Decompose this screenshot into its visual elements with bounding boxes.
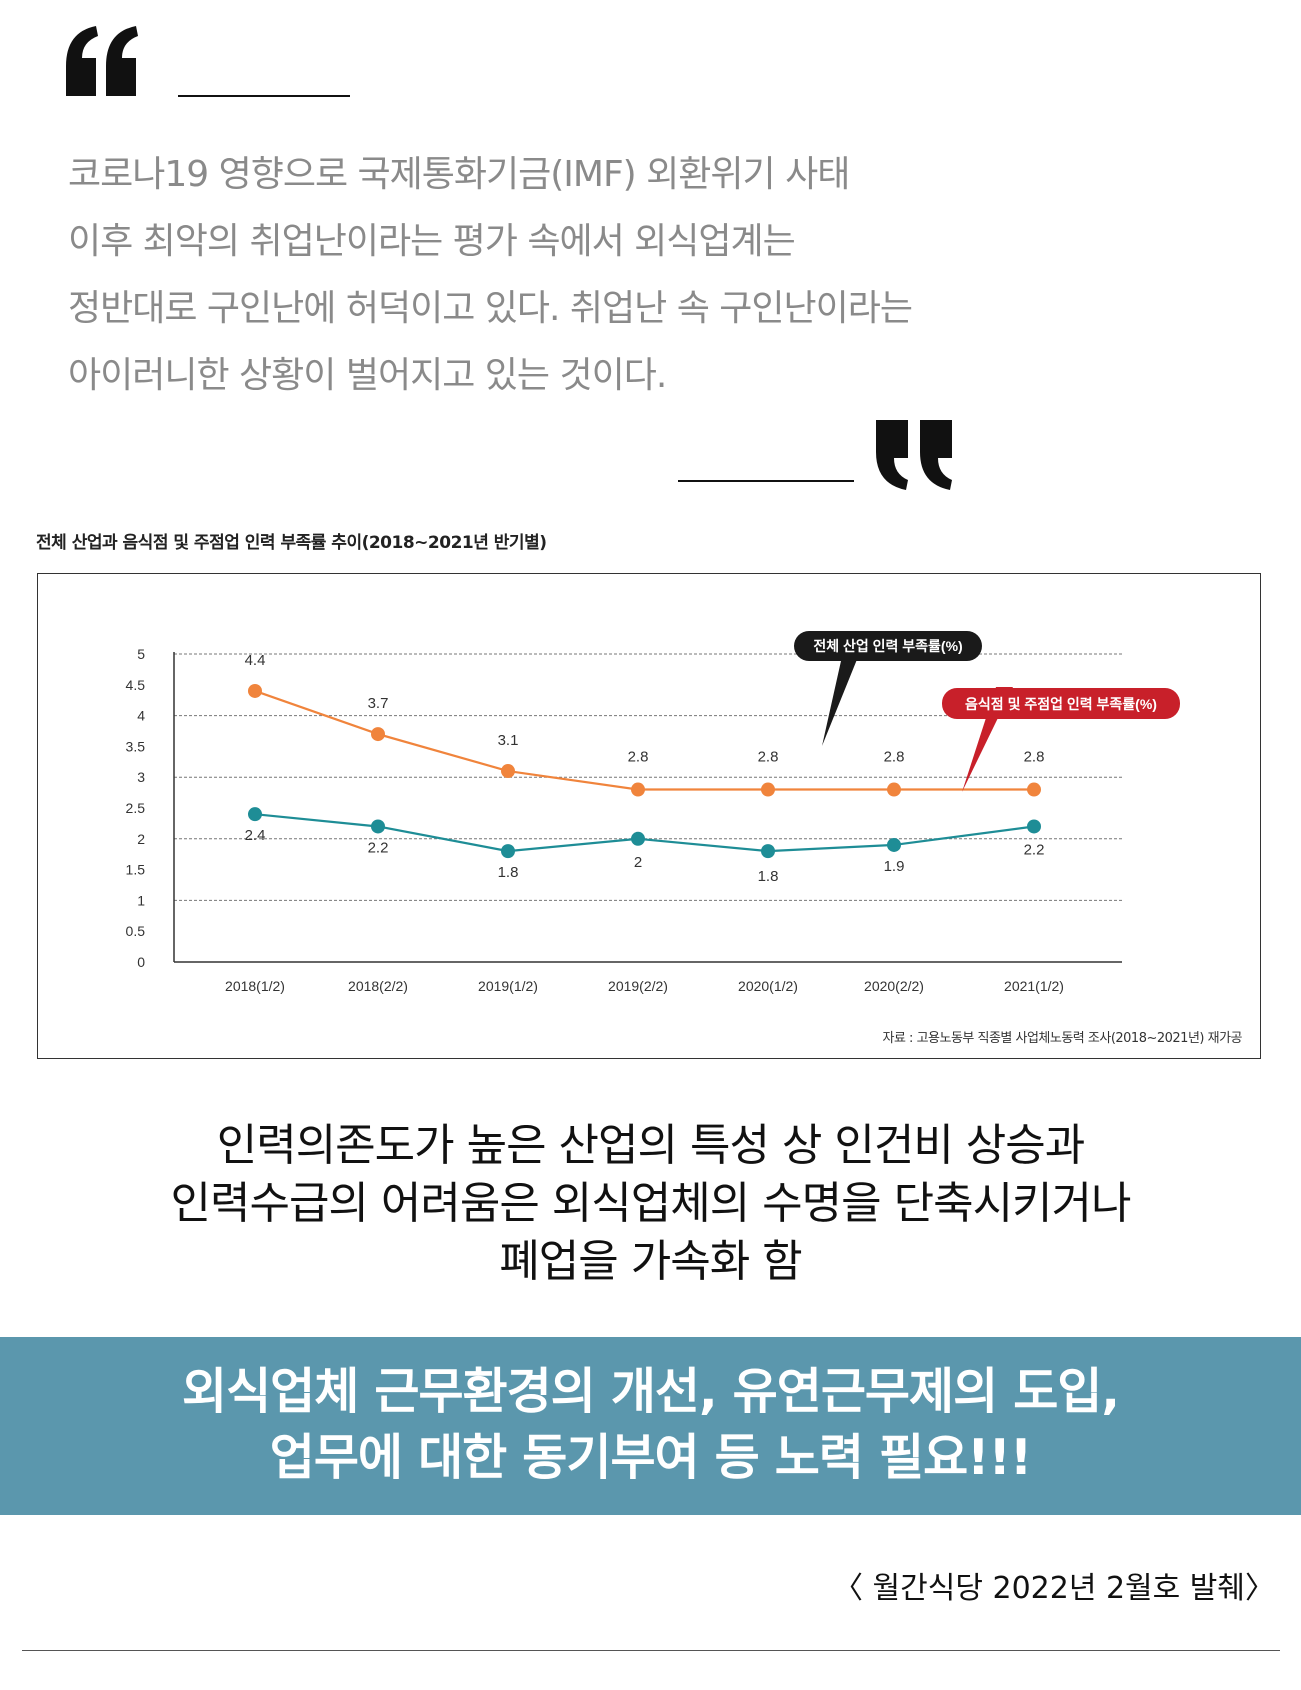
y-tick-label: 3.5 [126,738,146,754]
data-label: 3.7 [368,695,389,712]
y-tick-label: 2.5 [126,800,146,816]
y-tick-label: 1.5 [126,862,146,878]
callout-bubble [942,688,1180,719]
callout-label: 음식점 및 주점업 인력 부족률(%) [965,696,1157,712]
data-point [887,837,901,852]
pull-quote: 코로나19 영향으로 국제통화기금(IMF) 외환위기 사태 이후 최악의 취업… [68,156,1028,424]
x-tick-label: 2020(1/2) [738,978,798,994]
data-point [501,844,515,859]
data-label: 1.9 [884,858,905,875]
quote-line-1: 코로나19 영향으로 국제통화기금(IMF) 외환위기 사태 [68,154,850,195]
quote-line-4: 아이러니한 상황이 벌어지고 있는 것이다. [68,355,667,396]
data-point [631,782,645,797]
data-label: 2.8 [758,749,779,766]
source-note: 〈 월간식당 2022년 2월호 발췌〉 [833,1571,1275,1606]
x-tick-label: 2018(1/2) [225,978,285,994]
x-tick-label: 2019(2/2) [608,978,668,994]
data-point [1027,819,1041,834]
callout-pointer [822,652,860,746]
data-label: 2.8 [1024,749,1045,766]
banner-line-1: 외식업체 근무환경의 개선, 유연근무제의 도입, [182,1363,1120,1420]
y-tick-label: 2 [137,831,145,847]
quote-line-3: 정반대로 구인난에 허덕이고 있다. 취업난 속 구인난이라는 [68,288,913,329]
y-tick-label: 1 [137,892,145,908]
data-point [761,844,775,859]
data-label: 2.4 [245,827,266,844]
x-tick-label: 2021(1/2) [1004,978,1064,994]
summary-text: 인력의존도가 높은 산업의 특성 상 인건비 상승과 인력수급의 어려움은 외식… [0,1117,1301,1291]
y-tick-label: 4 [137,708,145,724]
chart-source: 자료 : 고용노동부 직종별 사업체노동력 조사(2018~2021년) 재가공 [882,1031,1243,1046]
data-label: 1.8 [758,868,779,885]
y-tick-label: 4.5 [126,677,146,693]
summary-line-1: 인력의존도가 높은 산업의 특성 상 인건비 상승과 [216,1120,1086,1171]
x-tick-label: 2020(2/2) [864,978,924,994]
highlight-banner: 외식업체 근무환경의 개선, 유연근무제의 도입, 업무에 대한 동기부여 등 … [0,1337,1301,1515]
y-tick-label: 0.5 [126,923,146,939]
line-chart: 0 0.5 1 1.5 2 2.5 3 3.5 4 4.5 5 2018(1/2) 2018(2/2) 2… [126,631,1180,994]
data-label: 2.8 [628,749,649,766]
opening-quote-icon [66,26,138,96]
data-label: 2.2 [368,839,389,856]
quote-rule-top [178,95,350,97]
x-tick-label: 2019(1/2) [478,978,538,994]
data-point [248,807,262,822]
y-tick-label: 3 [137,769,145,785]
data-point [1027,782,1041,797]
data-point [761,782,775,797]
data-point [887,782,901,797]
quote-rule-bottom [678,480,854,482]
callout-bubble [794,631,982,661]
chart-frame: 0 0.5 1 1.5 2 2.5 3 3.5 4 4.5 5 2018(1/2) 2018(2/2) 2… [37,573,1261,1059]
data-label: 3.1 [498,732,519,749]
x-tick-label: 2018(2/2) [348,978,408,994]
data-label: 2 [634,854,642,871]
data-label: 1.8 [498,864,519,881]
data-point [371,727,385,742]
data-point [248,683,262,698]
y-tick-label: 0 [137,954,145,970]
data-point [501,764,515,779]
bottom-divider [22,1650,1280,1651]
data-label: 2.8 [884,749,905,766]
chart-title: 전체 산업과 음식점 및 주점업 인력 부족률 추이(2018~2021년 반기… [36,533,547,553]
quote-line-2: 이후 최악의 취업난이라는 평가 속에서 외식업계는 [68,221,796,262]
data-point [371,819,385,834]
summary-line-2: 인력수급의 어려움은 외식업체의 수명을 단축시키거나 [170,1178,1132,1229]
data-point [631,831,645,846]
banner-line-2: 업무에 대한 동기부여 등 노력 필요!!! [269,1429,1032,1486]
y-tick-label: 5 [137,646,145,662]
summary-line-3: 폐업을 가속화 함 [499,1236,802,1287]
data-label: 4.4 [245,652,266,669]
data-label: 2.2 [1024,841,1045,858]
callout-label: 전체 산업 인력 부족률(%) [813,638,962,654]
closing-quote-icon [876,420,952,490]
